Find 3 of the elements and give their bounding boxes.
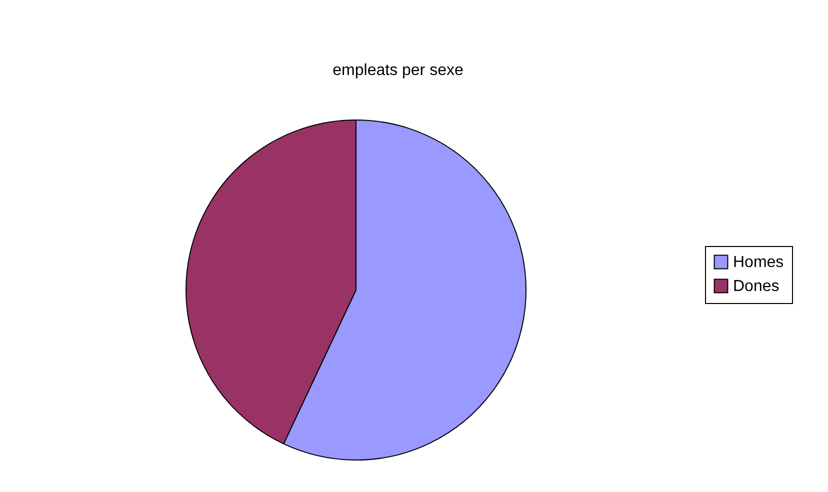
chart-title: empleats per sexe: [332, 62, 464, 79]
legend-label: Homes: [733, 254, 784, 271]
legend-label: Dones: [733, 278, 780, 295]
